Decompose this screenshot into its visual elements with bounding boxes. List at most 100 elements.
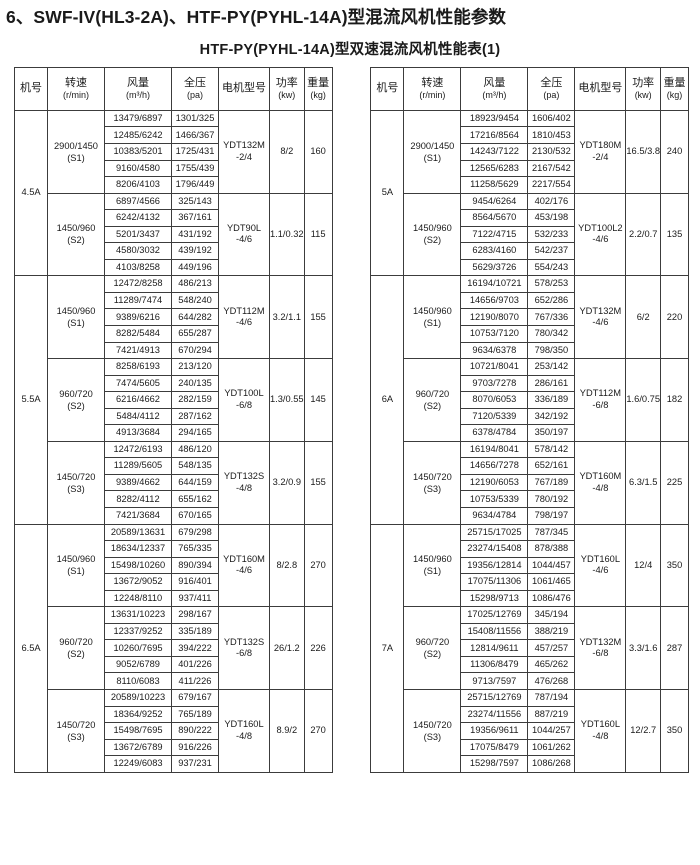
cell-motor-model: YDT132M -6/8 — [574, 606, 627, 691]
header-pressure-unit: (pa) — [543, 90, 560, 101]
cell-flow: 15298/7597 — [460, 755, 529, 773]
cell-flow: 9389/6216 — [104, 308, 172, 326]
table-row: 5A 2900/1450 (S1) 18923/9454 1606/402 YDT180M… — [370, 109, 689, 277]
table-row: 6.5A 1450/960 (S1) 20589/13631 679/298 YDT160… — [14, 523, 333, 773]
table-row: 9703/7278 286/161 — [371, 374, 689, 393]
cell-flow: 10383/5201 — [104, 142, 172, 161]
table-row: 10753/5339 780/192 — [371, 490, 689, 508]
speed-value: 1450/960 — [56, 223, 96, 234]
motor-model-name: YDT132M — [579, 305, 622, 316]
cell-weight: 225 — [660, 440, 689, 525]
cell-pressure: 1044/457 — [527, 556, 576, 575]
cell-speed: 960/720 (S2) — [403, 606, 462, 691]
cell-weight: 182 — [660, 358, 689, 442]
speed-value: 960/720 — [415, 388, 450, 399]
cell-pressure: 532/233 — [527, 225, 576, 244]
speed-value: 2900/1450 — [54, 140, 98, 151]
cell-pressure: 1086/268 — [527, 755, 576, 773]
speed-value: 1450/960 — [413, 554, 452, 565]
cell-flow: 7421/3684 — [104, 507, 172, 525]
cell-motor-model: YDT160M -4/8 — [574, 440, 627, 525]
cell-flow: 5201/3437 — [104, 225, 172, 244]
cell-flow: 10260/7695 — [104, 639, 172, 657]
cell-pressure: 1301/325 — [171, 109, 219, 128]
header-flow-label: 风量 — [483, 76, 506, 89]
cell-pressure: 767/189 — [527, 473, 576, 492]
table-row: 10753/7120 780/342 — [371, 324, 689, 343]
cell-flow: 6216/4662 — [104, 391, 172, 409]
cell-pressure: 890/394 — [171, 556, 219, 575]
cell-power: 12/2.7 — [625, 689, 661, 773]
cell-speed: 1450/960 (S1) — [403, 275, 462, 360]
motor-model-poles: -4/6 — [235, 565, 253, 576]
cell-pressure: 1606/402 — [527, 109, 576, 128]
header-weight: 重量 (kg) — [660, 66, 689, 111]
speed-stage: (S2) — [423, 235, 442, 246]
motor-model-name: YDT160M — [223, 553, 265, 564]
cell-flow: 7421/4913 — [104, 341, 172, 360]
cell-pressure: 286/161 — [527, 374, 576, 393]
motor-model-name: YDT160L — [580, 719, 621, 730]
cell-pressure: 780/192 — [527, 490, 576, 508]
cell-power: 6/2 — [625, 275, 661, 360]
motor-model-poles: -6/8 — [592, 648, 609, 659]
table-row: 960/720 (S2) 10721/8041 253/142 YDT112M -6/8 1… — [371, 358, 689, 442]
motor-model-poles: -6/8 — [235, 399, 253, 410]
cell-flow: 5629/3726 — [460, 258, 529, 277]
table-row: 8282/4112 655/162 — [15, 490, 333, 508]
speed-stage: (S3) — [423, 483, 442, 494]
table-row: 17075/8479 1061/262 — [371, 738, 689, 757]
cell-weight: 270 — [303, 523, 333, 608]
table-row: 23274/15408 878/388 — [371, 540, 689, 558]
cell-speed: 960/720 (S2) — [47, 358, 105, 442]
speed-stage: (S1) — [423, 152, 442, 163]
header-power-unit: (kw) — [634, 90, 652, 101]
cell-pressure: 325/143 — [171, 192, 219, 211]
cell-flow: 11289/5605 — [104, 457, 172, 475]
cell-flow: 7474/5605 — [104, 374, 172, 393]
header-speed: 转速 (r/min) — [47, 66, 105, 111]
cell-flow: 16194/8041 — [460, 440, 529, 459]
cell-motor-model: YDT160M -4/6 — [218, 523, 270, 608]
motor-model-poles: -4/8 — [592, 730, 609, 741]
table-row: 12190/6053 767/189 — [371, 473, 689, 492]
table-row: 8110/6083 411/226 — [15, 672, 333, 691]
cell-flow: 14656/7278 — [460, 457, 529, 475]
header-flow-label: 风量 — [127, 76, 149, 89]
table-row: 19356/9611 1044/257 — [371, 722, 689, 740]
cell-pressure: 294/165 — [171, 424, 219, 442]
motor-model-name: YDT112M — [579, 388, 621, 399]
cell-flow: 12472/6193 — [104, 440, 172, 459]
cell-pressure: 798/197 — [527, 507, 576, 525]
table-row: 4103/8258 449/196 — [15, 258, 333, 277]
performance-tables-container: 机号 转速 (r/min) 风量 (m³/h) 全压 (pa) 电机型号 — [0, 66, 700, 773]
cell-speed: 960/720 (S2) — [403, 358, 462, 442]
cell-power: 16.5/3.8 — [625, 109, 661, 194]
cell-power: 2.2/0.7 — [625, 192, 661, 277]
motor-model-poles: -4/6 — [592, 317, 609, 328]
speed-value: 2900/1450 — [410, 140, 455, 151]
cell-flow: 23274/11556 — [460, 705, 529, 724]
header-power-label: 功率 — [632, 76, 655, 89]
table-row: 14656/9703 652/286 — [371, 291, 689, 310]
cell-flow: 6378/4784 — [460, 424, 529, 442]
cell-weight: 155 — [303, 275, 333, 360]
cell-flow: 18364/9252 — [104, 705, 172, 724]
cell-speed: 960/720 (S2) — [47, 606, 105, 691]
cell-speed: 2900/1450 (S1) — [47, 109, 105, 194]
header-speed-unit: (r/min) — [63, 90, 89, 101]
speed-value: 1450/720 — [56, 719, 96, 730]
cell-power: 1.6/0.75 — [625, 358, 661, 442]
header-speed: 转速 (r/min) — [403, 66, 462, 111]
motor-model-name: YDT100L2 — [578, 222, 623, 233]
motor-model-name: YDT160M — [579, 471, 622, 482]
cell-pressure: 679/167 — [171, 689, 219, 707]
cell-flow: 12190/8070 — [460, 308, 529, 326]
motor-model-poles: -4/6 — [592, 565, 609, 576]
table-row: 9389/4662 644/159 — [15, 473, 333, 492]
table-header-right: 机号 转速 (r/min) 风量 (m³/h) 全压 (pa) 电机型号 — [370, 66, 689, 111]
motor-model-poles: -4/8 — [235, 730, 253, 741]
header-motor-model-label: 电机型号 — [578, 82, 623, 95]
cell-speed: 1450/960 (S2) — [47, 192, 105, 277]
cell-pressure: 1796/449 — [171, 176, 219, 194]
